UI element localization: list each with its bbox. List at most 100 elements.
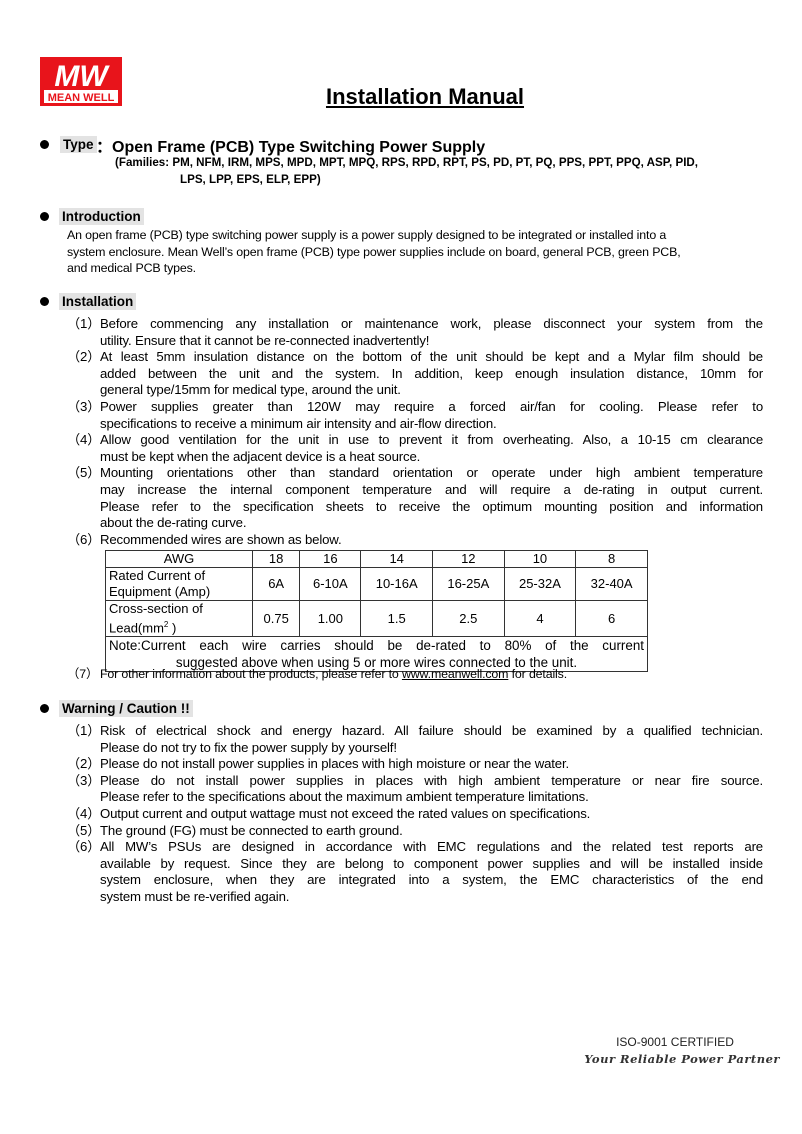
line-text: general type/15mm for medical type, arou… bbox=[100, 382, 401, 398]
bullet-icon bbox=[40, 212, 49, 221]
page-title: Installation Manual bbox=[325, 84, 525, 109]
list-item: （4）Output current and output wattage mus… bbox=[67, 806, 763, 823]
list-item: （1）Risk of electrical shock and energy h… bbox=[67, 723, 763, 756]
table-cell: 1.5 bbox=[360, 599, 433, 638]
text-line: （1）Risk of electrical shock and energy h… bbox=[67, 723, 763, 740]
item-number: （6） bbox=[67, 839, 101, 855]
text-line: system enclosure, when they are integrat… bbox=[67, 872, 763, 889]
table-cell: 10-16A bbox=[360, 567, 433, 601]
line-text: Before commencing any installation or ma… bbox=[100, 316, 763, 331]
type-label: Type bbox=[60, 136, 97, 153]
families-line: (Families: PM, NFM, IRM, MPS, MPD, MPT, … bbox=[115, 156, 699, 169]
line-text: must be kept when the adjacent device is… bbox=[100, 448, 421, 464]
families-line: LPS, LPP, EPS, ELP, EPP) bbox=[180, 173, 321, 186]
iso-certified: ISO-9001 CERTIFIED bbox=[616, 1035, 734, 1049]
text-line: system must be re-verified again. bbox=[67, 889, 763, 906]
item-number: （5） bbox=[67, 465, 101, 481]
wire-table: AWG 18 16 14 12 10 8 Rated Current of Equ… bbox=[105, 550, 648, 673]
table-cell: 10 bbox=[503, 550, 577, 568]
text-line: （2）Please do not install power supplies … bbox=[67, 756, 763, 773]
item-number: （1） bbox=[67, 723, 101, 738]
table-cell: 16 bbox=[299, 550, 362, 568]
text-line: （3）Power supplies greater than 120W may … bbox=[67, 399, 782, 416]
text-line: （5）Mounting orientations other than stan… bbox=[67, 465, 782, 482]
list-item: （2）At least 5mm insulation distance on t… bbox=[67, 349, 782, 399]
line-text: available by request. Since they are bel… bbox=[100, 855, 763, 871]
list-item: （3）Please do not install power supplies … bbox=[67, 773, 763, 806]
table-cell: 18 bbox=[251, 550, 301, 568]
text-line: An open frame (PCB) type switching power… bbox=[67, 228, 667, 242]
table-header-row: AWG 18 16 14 12 10 8 bbox=[105, 550, 648, 568]
row-label: Cross-section of Lead(mm2 ) bbox=[105, 599, 253, 638]
installation-item-7: （7） For other information about the produ… bbox=[67, 667, 567, 681]
list-item: （1）Before commencing any installation or… bbox=[67, 316, 782, 349]
text-line: specifications to receive a minimum air … bbox=[67, 416, 782, 433]
list-item: （6）All MW’s PSUs are designed in accorda… bbox=[67, 839, 763, 905]
line-text: Output current and output wattage must n… bbox=[100, 805, 591, 821]
installation-heading: Installation bbox=[59, 293, 137, 310]
line-text: All MW’s PSUs are designed in accordance… bbox=[100, 839, 763, 855]
item-number: （4） bbox=[67, 432, 101, 448]
table-cell: AWG bbox=[105, 550, 253, 568]
item-number: （5） bbox=[67, 822, 101, 838]
text-line: and medical PCB types. bbox=[67, 261, 196, 276]
line-text: system must be re-verified again. bbox=[100, 888, 290, 904]
list-item: （6）Recommended wires are shown as below. bbox=[67, 532, 782, 549]
item-number: （3） bbox=[67, 772, 101, 788]
text-line: available by request. Since they are bel… bbox=[67, 856, 763, 873]
item-number: （1） bbox=[67, 316, 101, 331]
table-cell: 8 bbox=[575, 550, 648, 568]
table-note-row: Note:Current each wire carries should be… bbox=[105, 636, 648, 673]
table-cell: 16-25A bbox=[432, 567, 505, 601]
table-cell: 6 bbox=[575, 599, 648, 638]
table-cell: 12 bbox=[432, 550, 505, 568]
text-line: （4）Allow good ventilation for the unit i… bbox=[67, 432, 782, 449]
line-text: Power supplies greater than 120W may req… bbox=[100, 398, 763, 414]
table-cell: 6A bbox=[251, 567, 301, 601]
bullet-icon bbox=[40, 297, 49, 306]
list-item: （3）Power supplies greater than 120W may … bbox=[67, 399, 782, 432]
table-cell: 6-10A bbox=[299, 567, 362, 601]
table-cell: 4 bbox=[503, 599, 577, 638]
table-row: Rated Current of Equipment (Amp) 6A 6-10A… bbox=[105, 567, 648, 601]
svg-text:MEAN WELL: MEAN WELL bbox=[48, 92, 115, 104]
text-line: （5）The ground (FG) must be connected to … bbox=[67, 823, 763, 840]
text-line: may increase the internal component temp… bbox=[67, 482, 782, 499]
text-line: （3）Please do not install power supplies … bbox=[67, 773, 763, 790]
table-note: Note:Current each wire carries should be… bbox=[105, 636, 648, 673]
type-value: ：Open Frame (PCB) Type Switching Power S… bbox=[96, 133, 485, 157]
line-text: added between the unit and the system. I… bbox=[100, 365, 763, 381]
line-text: system enclosure, when they are integrat… bbox=[100, 872, 763, 888]
meanwell-link[interactable]: www.meanwell.com bbox=[401, 667, 509, 681]
row-label: Rated Current of Equipment (Amp) bbox=[105, 567, 253, 601]
item-number: （3） bbox=[67, 398, 101, 414]
text-line: about the de-rating curve. bbox=[67, 515, 782, 532]
text-line: Please refer to the specifications about… bbox=[67, 789, 763, 806]
line-text: about the de-rating curve. bbox=[100, 515, 247, 531]
line-text: Allow good ventilation for the unit in u… bbox=[100, 432, 763, 448]
families-list: (Families: PM, NFM, IRM, MPS, MPD, MPT, … bbox=[115, 154, 698, 188]
line-text: Please do not install power supplies in … bbox=[100, 756, 570, 772]
table-cell: 25-32A bbox=[503, 567, 577, 601]
line-text: At least 5mm insulation distance on the … bbox=[100, 349, 763, 365]
table-cell: 1.00 bbox=[299, 599, 362, 638]
list-item: （5）The ground (FG) must be connected to … bbox=[67, 823, 763, 840]
list-item: （5）Mounting orientations other than stan… bbox=[67, 465, 782, 531]
text-line: （2）At least 5mm insulation distance on t… bbox=[67, 349, 782, 366]
table-row: Cross-section of Lead(mm2 ) 0.75 1.00 1.5… bbox=[105, 599, 648, 638]
item-number: （2） bbox=[67, 349, 101, 365]
list-item: （2）Please do not install power supplies … bbox=[67, 756, 763, 773]
text-line: （4）Output current and output wattage mus… bbox=[67, 806, 763, 823]
line-text: Please refer to the specification sheets… bbox=[100, 498, 763, 514]
line-text: Mounting orientations other than standar… bbox=[100, 465, 763, 481]
text-line: Please refer to the specification sheets… bbox=[67, 499, 782, 516]
text-line: （6）All MW’s PSUs are designed in accorda… bbox=[67, 839, 763, 856]
text-line: utility. Ensure that it cannot be re-con… bbox=[67, 333, 782, 350]
bullet-icon bbox=[40, 140, 49, 149]
table-cell: 32-40A bbox=[575, 567, 648, 601]
item-number: （6） bbox=[67, 531, 101, 547]
warning-heading: Warning / Caution !! bbox=[59, 700, 193, 717]
table-cell: 14 bbox=[360, 550, 433, 568]
text-line: （1）Before commencing any installation or… bbox=[67, 316, 782, 333]
text-line: Please do not try to fix the power suppl… bbox=[67, 740, 763, 757]
